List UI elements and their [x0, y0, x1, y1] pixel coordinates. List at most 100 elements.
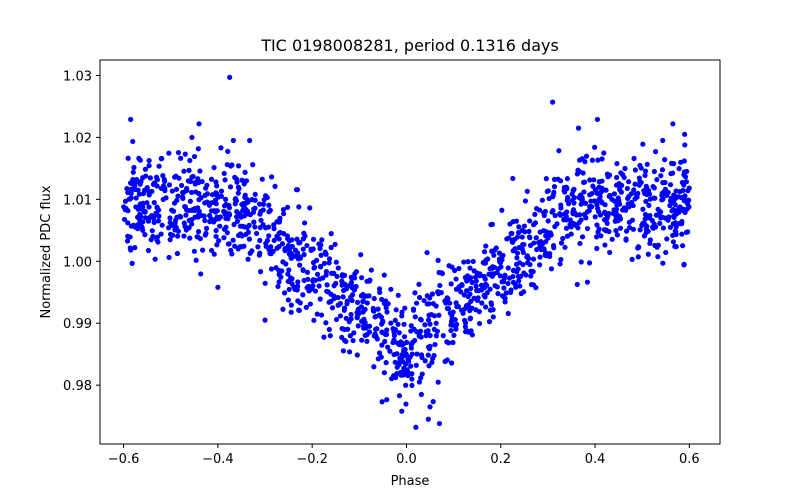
data-point [552, 223, 558, 230]
data-point [276, 271, 282, 278]
data-point [589, 157, 596, 163]
x-tick-label: −0.2 [296, 452, 328, 467]
data-point [355, 323, 361, 329]
data-point [297, 254, 303, 260]
data-point [613, 217, 619, 223]
data-point [213, 233, 219, 240]
data-point [635, 244, 641, 250]
data-point [339, 326, 345, 332]
data-point [645, 228, 651, 234]
data-point [319, 237, 325, 243]
data-point [161, 176, 167, 183]
data-point [171, 200, 178, 206]
data-point [503, 290, 509, 296]
data-point [672, 243, 678, 250]
data-point [281, 211, 287, 217]
data-point [632, 167, 639, 173]
data-point [192, 214, 198, 220]
data-point [213, 179, 219, 185]
data-point [326, 326, 332, 333]
y-tick-label: 1.01 [63, 193, 92, 208]
data-point [624, 185, 630, 192]
data-point [383, 298, 389, 304]
data-point [364, 338, 370, 344]
data-point [433, 320, 439, 326]
data-point [297, 300, 303, 306]
data-point [323, 269, 329, 275]
data-point [533, 285, 539, 291]
data-point [195, 146, 201, 152]
data-point [431, 313, 438, 319]
data-point [242, 169, 248, 175]
data-point [241, 181, 247, 187]
data-point [498, 264, 504, 270]
data-point [215, 284, 221, 290]
y-tick-label: 1.02 [63, 131, 92, 146]
data-point [223, 215, 229, 221]
data-point [672, 220, 679, 226]
data-point [200, 247, 206, 253]
data-point [140, 175, 146, 181]
data-point [242, 192, 248, 198]
data-point [401, 334, 408, 340]
data-point [536, 239, 542, 246]
data-point [589, 190, 595, 197]
data-point [173, 224, 179, 231]
data-point [335, 265, 341, 271]
data-point [483, 304, 489, 310]
data-point [414, 329, 420, 335]
data-point [413, 424, 419, 430]
data-point [147, 175, 153, 181]
data-point [502, 272, 508, 278]
data-point [467, 315, 474, 321]
data-point [358, 252, 364, 258]
data-point [408, 323, 414, 329]
data-point [495, 291, 501, 297]
data-point [422, 358, 428, 364]
data-point [140, 227, 146, 233]
data-point [494, 284, 500, 290]
data-point [388, 320, 394, 326]
data-point [409, 371, 415, 377]
data-point [230, 237, 236, 243]
data-point [667, 224, 674, 230]
data-point [347, 333, 353, 339]
data-point [351, 330, 357, 336]
data-point [311, 317, 317, 323]
data-point [175, 150, 182, 156]
data-point [635, 254, 641, 260]
data-point [244, 208, 251, 214]
data-point [346, 349, 353, 355]
data-point [240, 200, 246, 207]
data-point [350, 337, 356, 344]
data-point [510, 273, 516, 280]
data-point [607, 249, 613, 256]
data-point [181, 168, 187, 174]
data-point [394, 364, 400, 370]
data-point [536, 207, 543, 213]
data-point [584, 279, 591, 285]
data-point [337, 313, 343, 319]
data-point [429, 359, 435, 366]
data-point [300, 236, 306, 242]
data-point [489, 265, 495, 272]
data-point [537, 229, 543, 235]
data-point [228, 247, 234, 253]
data-point [418, 352, 425, 358]
data-point [193, 257, 199, 263]
data-point [549, 209, 555, 215]
data-point [462, 320, 469, 326]
data-point [653, 212, 660, 218]
data-point [515, 266, 521, 272]
data-point [300, 246, 306, 252]
plot-frame [99, 59, 721, 445]
data-point [181, 233, 187, 239]
data-point [323, 320, 329, 326]
data-point [276, 267, 282, 273]
data-point [192, 179, 198, 186]
data-point [597, 212, 604, 218]
data-point [614, 232, 620, 238]
data-point [211, 164, 217, 171]
data-point [374, 326, 380, 332]
data-point [427, 343, 433, 349]
